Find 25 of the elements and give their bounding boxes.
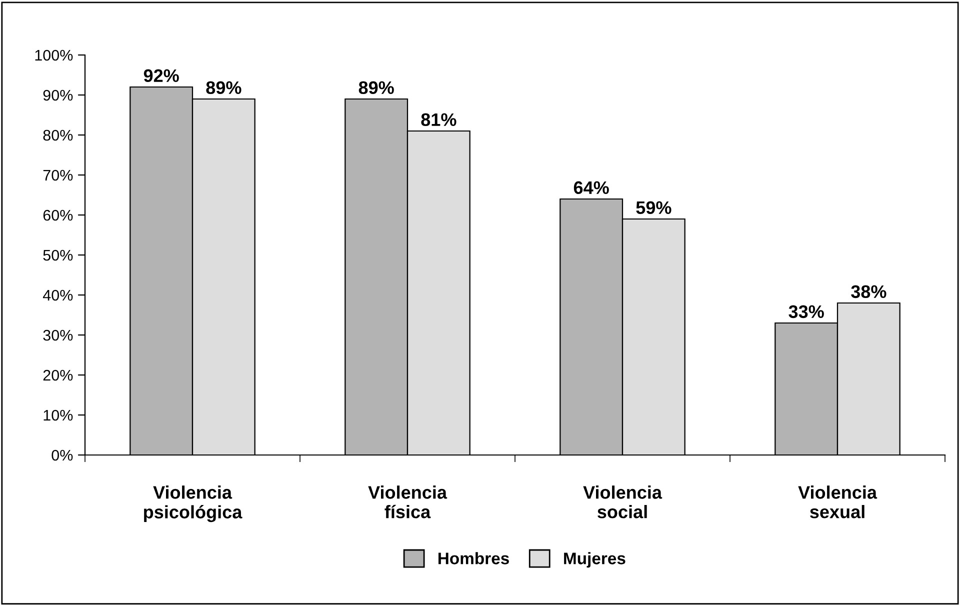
data-label: 38% (851, 285, 886, 298)
x-tick-label: Violencia sexual (798, 486, 878, 518)
y-tick-label: 10% (44, 410, 73, 421)
y-tick-label: 30% (43, 330, 73, 341)
y-tick-label: 50% (43, 250, 73, 261)
data-label: 81% (421, 113, 456, 126)
x-tick-label: Violencia psicológica (144, 486, 242, 522)
data-label: 89% (358, 81, 394, 94)
x-tick-label: Violencia social (583, 486, 662, 518)
data-label: 59% (636, 201, 672, 214)
data-label: 64% (574, 181, 609, 194)
y-tick-label: 40% (42, 290, 73, 301)
data-label: 92% (144, 69, 179, 82)
y-tick-label: 80% (43, 130, 73, 141)
y-tick-label: 70% (43, 170, 73, 181)
legend-label: Hombres (438, 552, 509, 564)
y-tick-label: 20% (43, 370, 73, 381)
y-tick-label: 100% (35, 50, 73, 61)
data-label: 89% (206, 81, 242, 94)
y-tick-label: 90% (43, 90, 73, 101)
x-tick-label: Violencia física (368, 486, 448, 518)
legend-label: Mujeres (564, 552, 626, 568)
y-tick-label: 60% (43, 210, 73, 221)
y-tick-label: 0% (52, 450, 73, 461)
data-label: 33% (788, 305, 824, 318)
